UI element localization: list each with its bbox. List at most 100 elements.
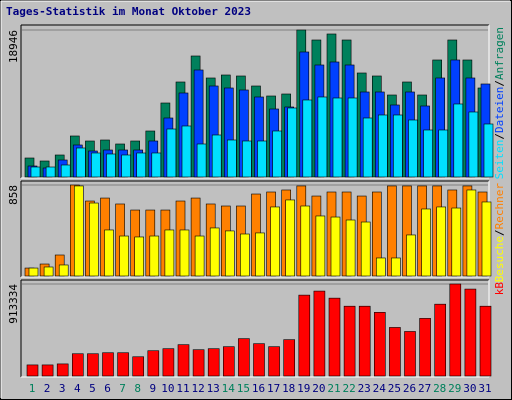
- bar: [313, 290, 326, 377]
- bar: [468, 111, 479, 178]
- legend-label: Rechner: [493, 183, 506, 230]
- chart-title: Tages-Statistik im Monat Oktober 2023: [6, 5, 251, 18]
- bar: [207, 348, 220, 377]
- x-tick-label: 22: [342, 382, 355, 395]
- bar: [317, 96, 328, 178]
- bar: [164, 229, 175, 277]
- bar: [345, 219, 356, 277]
- bar: [419, 318, 431, 377]
- bar: [391, 257, 401, 277]
- bar: [315, 215, 326, 277]
- x-tick-label: 27: [418, 382, 431, 395]
- bar: [179, 229, 190, 277]
- bar: [30, 166, 41, 178]
- bar: [211, 134, 222, 178]
- bar: [225, 230, 235, 277]
- y-tick-label: 913334: [7, 284, 20, 324]
- bar: [43, 266, 54, 277]
- bar: [373, 312, 386, 377]
- legend-label: Anfragen: [493, 27, 506, 80]
- bar: [132, 356, 144, 377]
- legend: kB: [493, 282, 506, 296]
- bar: [451, 207, 462, 277]
- x-tick-label: 3: [59, 382, 66, 395]
- bar: [362, 117, 373, 178]
- x-tick-label: 19: [297, 382, 310, 395]
- x-tick-label: 28: [433, 382, 446, 395]
- x-tick-label: 30: [463, 382, 476, 395]
- bar: [479, 305, 492, 377]
- bar: [360, 221, 371, 277]
- x-tick-label: 4: [74, 382, 81, 395]
- x-tick-label: 18: [282, 382, 295, 395]
- bar: [436, 206, 447, 277]
- x-tick-label: 14: [222, 382, 236, 395]
- bar: [196, 143, 207, 178]
- x-tick-label: 13: [207, 382, 220, 395]
- bar: [91, 152, 101, 178]
- bar: [438, 129, 449, 178]
- bar: [72, 353, 84, 377]
- bar: [302, 99, 313, 178]
- bar: [119, 235, 129, 277]
- legend-label: Dateien: [493, 87, 506, 133]
- bar: [449, 283, 462, 377]
- x-tick-label: 12: [191, 382, 204, 395]
- bar: [26, 364, 39, 377]
- x-tick-label: 29: [448, 382, 461, 395]
- x-tick-label: 26: [403, 382, 416, 395]
- x-tick-label: 20: [312, 382, 325, 395]
- bar: [283, 339, 296, 377]
- legend-separator: /: [493, 133, 506, 140]
- legend-label: Besuche: [493, 236, 506, 282]
- bar: [177, 344, 190, 377]
- bar: [56, 363, 69, 377]
- bar: [268, 346, 280, 377]
- bar: [28, 267, 39, 277]
- bar: [453, 103, 464, 178]
- bar: [406, 234, 416, 277]
- bar: [393, 114, 403, 178]
- bar: [253, 343, 265, 377]
- bar: [192, 349, 205, 377]
- bar: [134, 236, 144, 277]
- bar: [272, 130, 282, 178]
- legend: Besuche/Rechner: [493, 183, 506, 283]
- x-tick-label: 2: [44, 382, 51, 395]
- bar: [242, 140, 252, 178]
- x-tick-label: 11: [176, 382, 189, 395]
- bar: [328, 297, 341, 377]
- bar: [136, 152, 146, 178]
- x-tick-label: 16: [252, 382, 265, 395]
- bar: [147, 350, 160, 377]
- x-tick-label: 17: [267, 382, 280, 395]
- legend-label: kB: [493, 282, 506, 296]
- x-tick-label: 23: [358, 382, 371, 395]
- bar: [121, 154, 131, 178]
- bar: [238, 338, 250, 377]
- bar: [151, 152, 162, 178]
- bar: [76, 147, 86, 178]
- bar: [58, 264, 69, 277]
- bar: [255, 232, 265, 277]
- bar: [87, 353, 99, 377]
- x-tick-label: 9: [149, 382, 156, 395]
- bar: [149, 235, 160, 277]
- bar: [102, 352, 114, 377]
- bar: [377, 114, 388, 178]
- x-tick-label: 31: [478, 382, 491, 395]
- x-tick-label: 24: [373, 382, 387, 395]
- y-tick-label: 858: [7, 185, 20, 205]
- x-tick-label: 7: [119, 382, 126, 395]
- bar: [240, 233, 250, 277]
- legend-separator: /: [493, 229, 506, 236]
- bar: [270, 206, 280, 277]
- bar: [74, 185, 84, 277]
- bar: [421, 208, 431, 277]
- bar: [423, 129, 433, 178]
- legend: Seiten/Dateien/Anfragen: [493, 27, 506, 179]
- bar: [287, 107, 298, 178]
- bar: [257, 140, 267, 178]
- bar: [347, 97, 358, 178]
- bar: [408, 119, 418, 178]
